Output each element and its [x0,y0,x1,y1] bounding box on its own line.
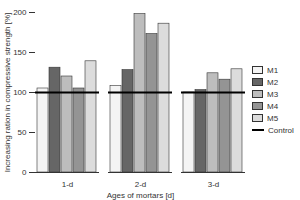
html-text:M3: M3 [267,89,279,99]
svg-text:2-d: 2-d [135,180,147,189]
svg-text:100: 100 [13,88,27,97]
svg-text:3-d: 3-d [208,180,220,189]
html-text:M2: M2 [267,77,279,87]
svg-text:Increasing ration in compressi: Increasing ration in compressive strengt… [3,13,12,173]
html-text:M1: M1 [267,65,279,75]
html-text:Control: Control [268,125,294,135]
svg-text:0: 0 [22,168,27,177]
svg-text:1-d: 1-d [62,180,74,189]
html-text:M5: M5 [267,113,279,123]
svg-text:Ages of mortars [d]: Ages of mortars [d] [107,191,175,200]
svg-text:150: 150 [13,48,27,57]
svg-text:50: 50 [18,128,27,137]
svg-text:200: 200 [13,8,27,17]
html-text:M4: M4 [267,101,279,111]
